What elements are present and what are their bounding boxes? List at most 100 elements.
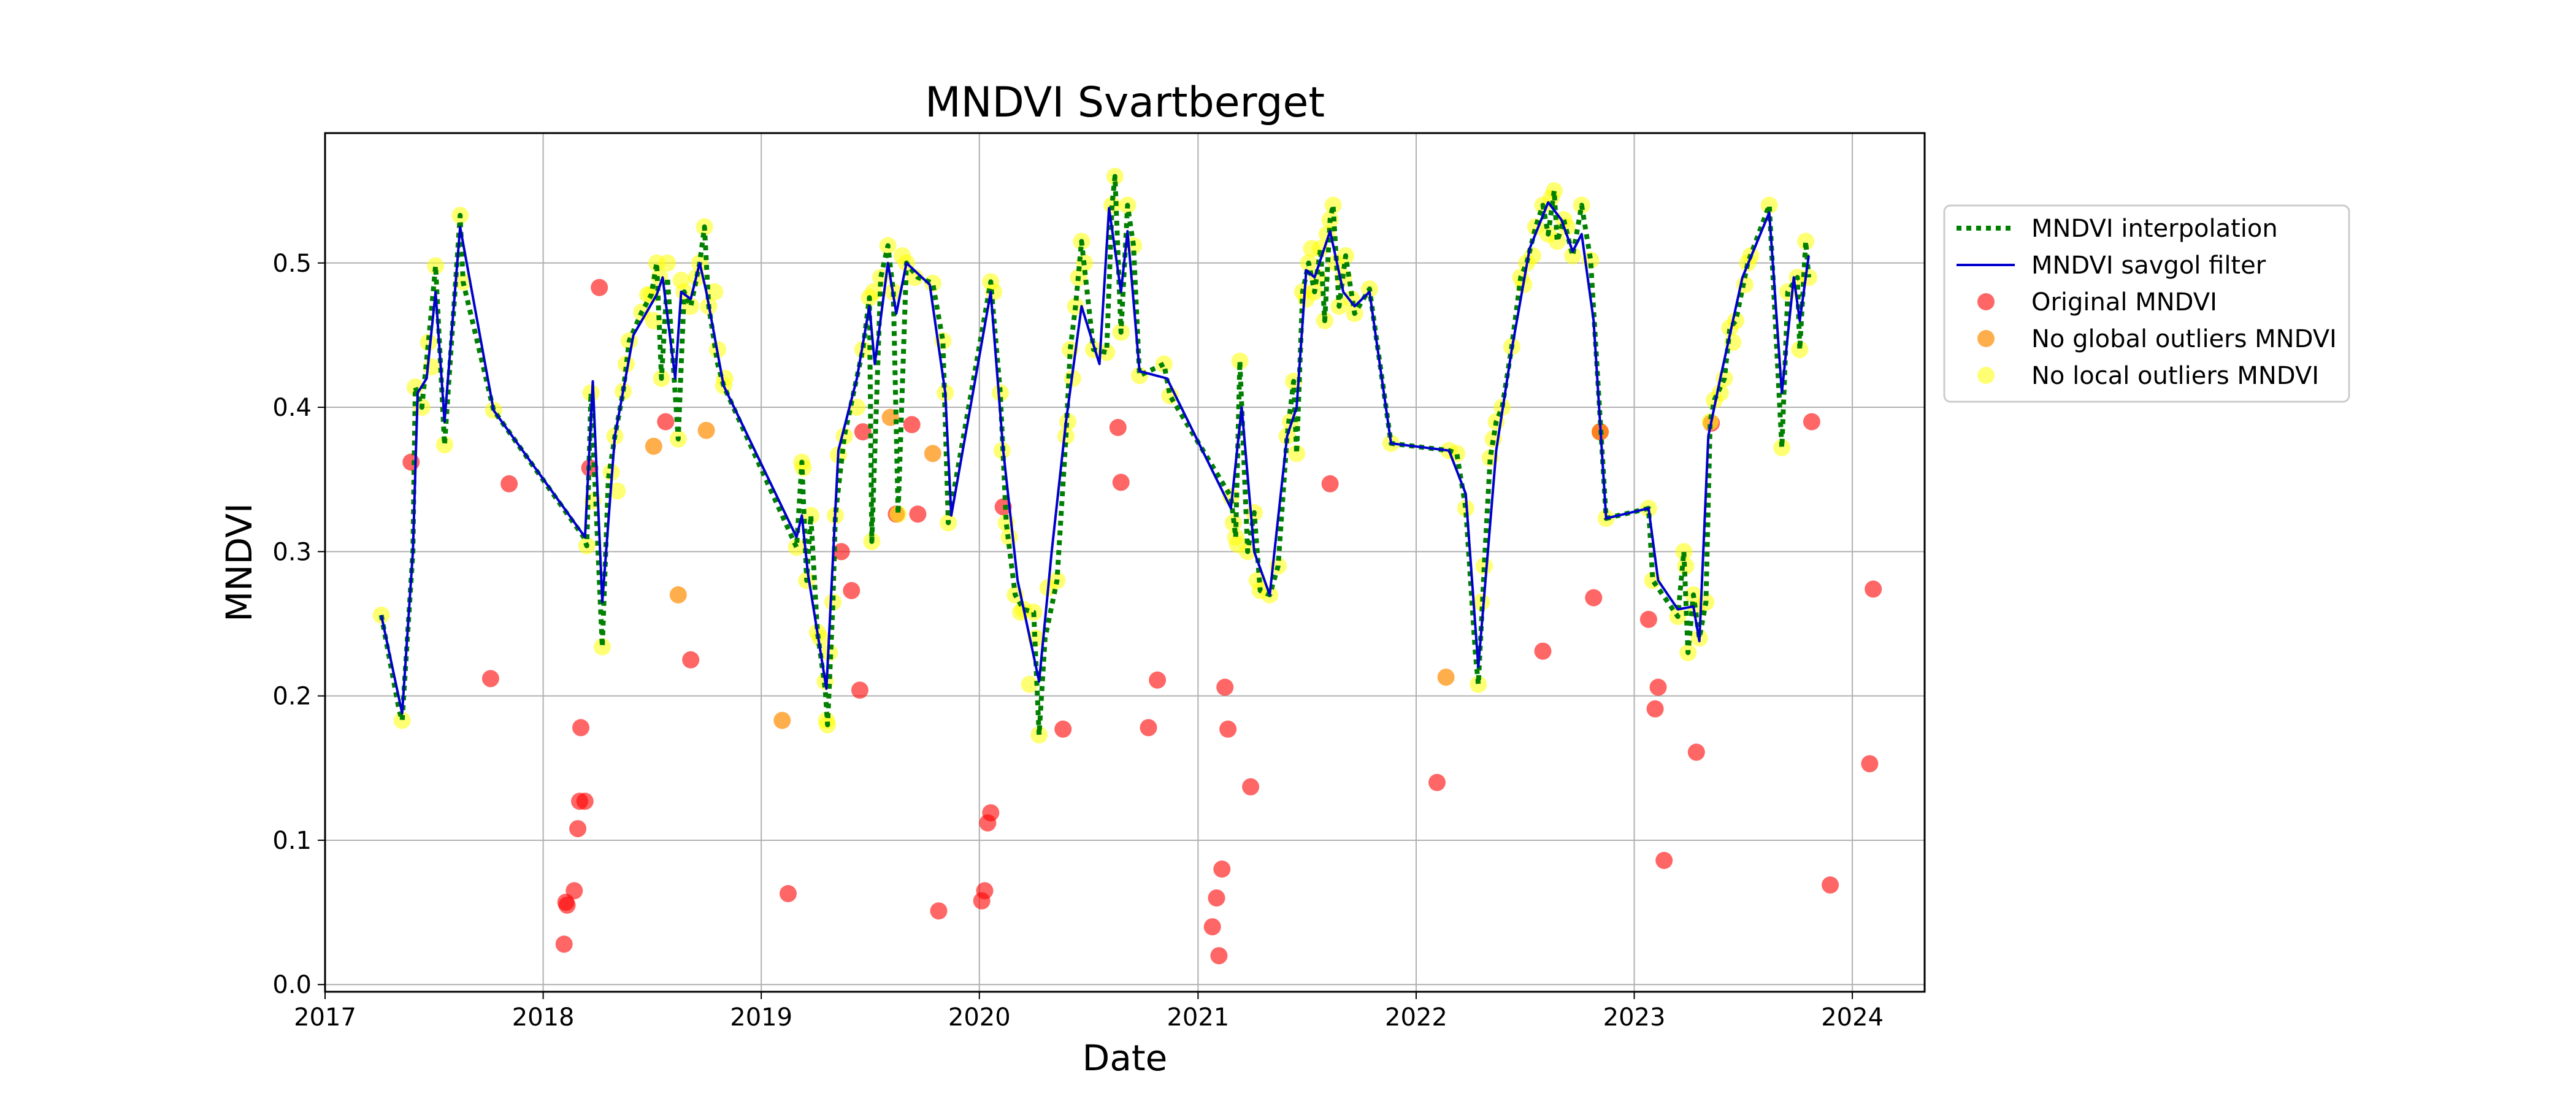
plot-frame — [324, 132, 1926, 993]
data-point — [903, 416, 921, 434]
x-tick-label: 2023 — [1603, 1003, 1666, 1032]
legend-marker — [1977, 367, 1995, 384]
data-point — [832, 543, 850, 561]
data-point — [1428, 773, 1446, 791]
data-point — [1470, 675, 1487, 693]
data-point — [659, 254, 677, 272]
data-point — [1054, 720, 1072, 738]
y-tick-label: 0.0 — [272, 971, 312, 999]
series-mndvi-savgol-filter — [380, 201, 1810, 715]
data-point — [697, 421, 715, 439]
data-point — [657, 413, 675, 431]
data-point — [924, 445, 941, 462]
data-point — [1109, 419, 1127, 436]
legend-label: MNDVI savgol filter — [2031, 251, 2266, 280]
data-point — [500, 475, 518, 493]
data-point — [1437, 669, 1455, 686]
data-point — [843, 581, 861, 599]
data-point — [1473, 593, 1490, 611]
data-point — [1059, 413, 1076, 431]
series-line — [380, 201, 1810, 715]
data-point — [1791, 340, 1809, 358]
data-point — [555, 935, 573, 953]
y-tick-label: 0.4 — [272, 394, 312, 422]
plot-area — [372, 167, 1882, 965]
data-point — [1585, 589, 1603, 607]
data-point — [1861, 755, 1879, 773]
data-point — [1546, 182, 1563, 200]
data-point — [1219, 720, 1237, 738]
data-point — [924, 274, 941, 292]
data-point — [1210, 947, 1228, 965]
data-point — [909, 505, 927, 523]
data-point — [481, 670, 499, 688]
data-point — [1646, 700, 1664, 718]
data-point — [1098, 343, 1116, 361]
data-point — [569, 820, 587, 838]
data-point — [1213, 861, 1231, 878]
data-point — [591, 278, 608, 296]
y-tick-label: 0.1 — [272, 827, 312, 855]
data-point — [1803, 413, 1820, 431]
data-point — [851, 681, 868, 699]
data-point — [427, 257, 445, 275]
x-tick-label: 2017 — [294, 1003, 356, 1032]
data-point — [618, 355, 635, 373]
data-point — [435, 436, 453, 454]
legend-label: No local outliers MNDVI — [2031, 362, 2319, 390]
data-point — [1021, 675, 1038, 693]
x-tick-label: 2020 — [948, 1003, 1011, 1032]
data-point — [1797, 232, 1815, 250]
data-point — [780, 885, 797, 902]
data-point — [788, 539, 805, 556]
legend: MNDVI interpolation MNDVI savgol filter Or… — [1943, 204, 2350, 403]
data-point — [558, 896, 576, 914]
y-tick-label: 0.3 — [272, 538, 312, 566]
data-point — [1216, 678, 1234, 696]
x-tick-label: 2022 — [1385, 1003, 1447, 1032]
data-point — [1208, 889, 1225, 907]
data-point — [1112, 473, 1130, 491]
data-point — [773, 711, 791, 729]
data-point — [576, 792, 594, 810]
data-point — [1649, 678, 1667, 696]
series-mndvi-interpolation — [378, 174, 1811, 738]
data-point — [889, 505, 907, 523]
data-point — [393, 711, 411, 729]
data-point — [1155, 355, 1173, 373]
x-tick-label: 2024 — [1821, 1003, 1884, 1032]
y-tick-label: 0.2 — [272, 683, 312, 711]
axes: 2017 2018 2019 2020 2021 2022 2023 2024 0.0 0.1 0.… — [272, 250, 1884, 1032]
legend-marker — [1977, 330, 1995, 347]
legend-marker — [1977, 293, 1995, 310]
data-point — [1865, 580, 1882, 598]
data-point — [1203, 918, 1221, 936]
x-tick-label: 2019 — [730, 1003, 792, 1032]
x-tick-label: 2021 — [1167, 1003, 1229, 1032]
legend-box — [1943, 204, 2350, 403]
data-point — [608, 482, 626, 500]
data-point — [682, 651, 700, 669]
data-point — [991, 384, 1009, 402]
data-point — [1655, 851, 1673, 869]
data-point — [1149, 671, 1167, 689]
data-point — [1773, 439, 1791, 456]
data-point — [1687, 743, 1705, 761]
legend-label: Original MNDVI — [2031, 288, 2217, 316]
series-no-global-outliers-mndvi — [645, 408, 1609, 729]
y-axis-title: MNDVI — [218, 503, 260, 622]
data-point — [582, 384, 600, 402]
series-line — [378, 174, 1811, 738]
data-point — [572, 719, 589, 737]
legend-label: No global outliers MNDVI — [2031, 325, 2337, 353]
legend-label: MNDVI interpolation — [2031, 215, 2278, 243]
data-point — [420, 334, 437, 351]
x-tick-label: 2018 — [512, 1003, 575, 1032]
data-point — [824, 593, 842, 611]
data-point — [594, 638, 611, 656]
data-point — [1231, 352, 1249, 370]
data-point — [1242, 778, 1260, 795]
data-point — [1321, 475, 1339, 493]
data-point — [1675, 543, 1693, 561]
